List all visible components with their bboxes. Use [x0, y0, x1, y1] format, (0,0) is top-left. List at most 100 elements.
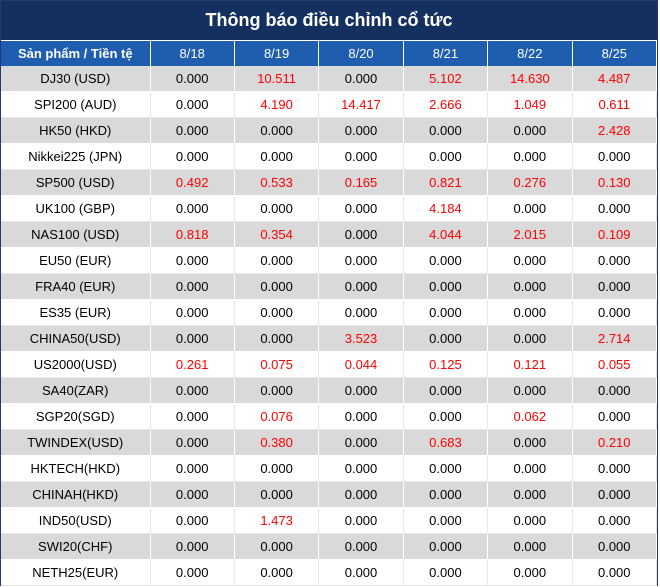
- value-cell: 0.276: [487, 169, 573, 196]
- value-cell: 0.000: [487, 117, 573, 144]
- value-cell: 1.049: [487, 91, 573, 118]
- value-cell: 0.000: [572, 195, 658, 222]
- value-cell: 0.000: [234, 533, 320, 560]
- value-cell: 0.210: [572, 429, 658, 456]
- value-cell: 0.000: [487, 507, 573, 534]
- value-cell: 0.165: [318, 169, 404, 196]
- value-cell: 0.000: [150, 507, 235, 534]
- value-cell: 0.000: [403, 247, 489, 274]
- table-title: Thông báo điều chỉnh cổ tức: [1, 1, 657, 41]
- value-cell: 0.821: [403, 169, 489, 196]
- value-cell: 0.000: [572, 377, 658, 404]
- table-row: HKTECH(HKD) 0.000 0.000 0.000 0.000 0.000 0.00…: [1, 455, 658, 482]
- product-cell: NETH25(EUR): [1, 559, 151, 586]
- value-cell: 0.000: [572, 299, 658, 326]
- product-cell: DJ30 (USD): [1, 66, 151, 92]
- value-cell: 0.533: [234, 169, 320, 196]
- product-cell: SPI200 (AUD): [1, 91, 151, 118]
- column-header-product: Sản phẩm / Tiền tệ: [1, 41, 151, 66]
- table-row: TWINDEX(USD) 0.000 0.380 0.000 0.683 0.000 0.2…: [1, 429, 658, 456]
- table-row: CHINAH(HKD) 0.000 0.000 0.000 0.000 0.000 0.00…: [1, 481, 658, 508]
- table-row: SA40(ZAR) 0.000 0.000 0.000 0.000 0.000 0.000: [1, 377, 658, 404]
- value-cell: 0.000: [487, 481, 573, 508]
- value-cell: 0.000: [150, 91, 235, 118]
- value-cell: 2.015: [487, 221, 573, 248]
- value-cell: 0.000: [234, 273, 320, 300]
- value-cell: 1.473: [234, 507, 320, 534]
- table-row: FRA40 (EUR) 0.000 0.000 0.000 0.000 0.000 0.00…: [1, 273, 658, 300]
- value-cell: 4.184: [403, 195, 489, 222]
- value-cell: 0.000: [487, 455, 573, 482]
- column-header-date: 8/22: [487, 41, 573, 66]
- value-cell: 0.000: [572, 143, 658, 170]
- table-row: DJ30 (USD) 0.000 10.511 0.000 5.102 14.630 4.4…: [1, 66, 658, 92]
- product-cell: UK100 (GBP): [1, 195, 151, 222]
- value-cell: 0.000: [234, 455, 320, 482]
- value-cell: 0.055: [572, 351, 658, 378]
- value-cell: 5.102: [403, 66, 489, 92]
- value-cell: 0.000: [403, 273, 489, 300]
- value-cell: 0.000: [318, 143, 404, 170]
- value-cell: 4.044: [403, 221, 489, 248]
- value-cell: 0.683: [403, 429, 489, 456]
- value-cell: 0.000: [150, 325, 235, 352]
- value-cell: 14.630: [487, 66, 573, 92]
- value-cell: 0.076: [234, 403, 320, 430]
- value-cell: 0.000: [318, 221, 404, 248]
- table-row: HK50 (HKD) 0.000 0.000 0.000 0.000 0.000 2.428: [1, 117, 658, 144]
- value-cell: 0.109: [572, 221, 658, 248]
- table-row: EU50 (EUR) 0.000 0.000 0.000 0.000 0.000 0.000: [1, 247, 658, 274]
- value-cell: 0.000: [234, 195, 320, 222]
- table-body: DJ30 (USD) 0.000 10.511 0.000 5.102 14.630 4.4…: [1, 66, 658, 586]
- value-cell: 2.428: [572, 117, 658, 144]
- value-cell: 0.000: [318, 507, 404, 534]
- value-cell: 0.000: [487, 559, 573, 586]
- value-cell: 0.000: [487, 143, 573, 170]
- product-cell: SP500 (USD): [1, 169, 151, 196]
- value-cell: 0.000: [487, 377, 573, 404]
- value-cell: 0.354: [234, 221, 320, 248]
- value-cell: 0.000: [150, 143, 235, 170]
- value-cell: 0.000: [150, 273, 235, 300]
- value-cell: 0.062: [487, 403, 573, 430]
- value-cell: 0.000: [234, 247, 320, 274]
- value-cell: 0.000: [403, 533, 489, 560]
- table-row: UK100 (GBP) 0.000 0.000 0.000 4.184 0.000 0.00…: [1, 195, 658, 222]
- value-cell: 0.000: [572, 481, 658, 508]
- value-cell: 14.417: [318, 91, 404, 118]
- dividend-table: Sản phẩm / Tiền tệ 8/18 8/19 8/20 8/21 8/22 8/…: [1, 41, 658, 586]
- value-cell: 0.000: [572, 559, 658, 586]
- table-row: US2000(USD) 0.261 0.075 0.044 0.125 0.121 0.05…: [1, 351, 658, 378]
- value-cell: 0.000: [403, 559, 489, 586]
- table-row: CHINA50(USD) 0.000 0.000 3.523 0.000 0.000 2.7…: [1, 325, 658, 352]
- value-cell: 0.000: [318, 117, 404, 144]
- value-cell: 0.000: [403, 481, 489, 508]
- product-cell: HK50 (HKD): [1, 117, 151, 144]
- value-cell: 0.000: [487, 247, 573, 274]
- value-cell: 0.261: [150, 351, 235, 378]
- value-cell: 0.000: [403, 325, 489, 352]
- table-row: IND50(USD) 0.000 1.473 0.000 0.000 0.000 0.000: [1, 507, 658, 534]
- value-cell: 0.044: [318, 351, 404, 378]
- product-cell: ES35 (EUR): [1, 299, 151, 326]
- value-cell: 0.000: [318, 66, 404, 92]
- value-cell: 0.000: [318, 247, 404, 274]
- column-header-date: 8/21: [403, 41, 489, 66]
- value-cell: 0.000: [403, 377, 489, 404]
- table-row: NETH25(EUR) 0.000 0.000 0.000 0.000 0.000 0.00…: [1, 559, 658, 586]
- column-header-date: 8/18: [150, 41, 235, 66]
- value-cell: 0.121: [487, 351, 573, 378]
- value-cell: 0.000: [318, 273, 404, 300]
- product-cell: Nikkei225 (JPN): [1, 143, 151, 170]
- product-cell: SWI20(CHF): [1, 533, 151, 560]
- value-cell: 0.000: [487, 533, 573, 560]
- value-cell: 0.000: [572, 455, 658, 482]
- value-cell: 0.000: [403, 455, 489, 482]
- value-cell: 3.523: [318, 325, 404, 352]
- value-cell: 0.000: [234, 299, 320, 326]
- value-cell: 0.000: [403, 299, 489, 326]
- value-cell: 0.000: [403, 507, 489, 534]
- value-cell: 0.000: [318, 481, 404, 508]
- value-cell: 2.714: [572, 325, 658, 352]
- value-cell: 4.487: [572, 66, 658, 92]
